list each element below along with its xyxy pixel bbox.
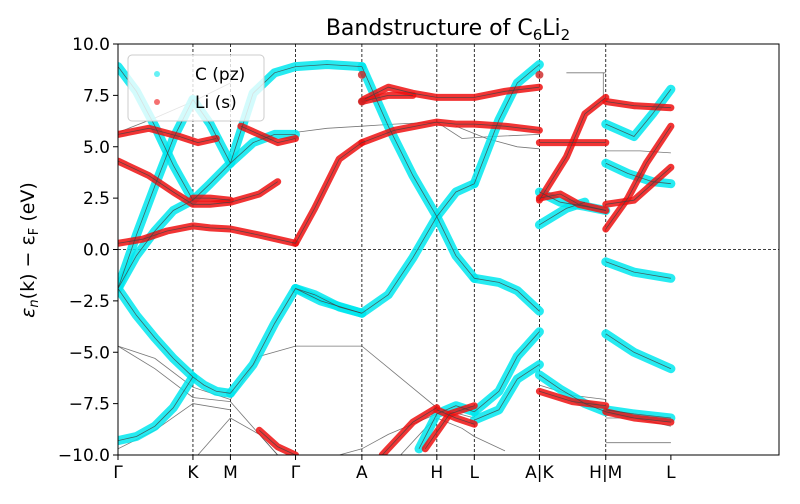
band-core-line <box>605 167 672 205</box>
band-core-line <box>118 160 278 205</box>
y-tick-label: 7.5 <box>83 86 110 106</box>
band-core-line <box>539 97 607 201</box>
x-tick-label: K <box>187 463 199 483</box>
band-core-line <box>192 197 231 201</box>
legend-li-s-marker <box>154 99 160 105</box>
band-core-line <box>295 288 363 314</box>
y-axis-label: εn(k) − εF (eV) <box>17 182 42 318</box>
band-core-line <box>259 430 296 455</box>
band-core-line <box>361 66 438 217</box>
chart-title: Bandstructure of C6Li2 <box>326 16 570 44</box>
plot-area: −10.0 −7.5 −5.0 −2.5 0.0 2.5 5.0 7.5 10.0 Γ K M Γ A H L… <box>58 35 780 483</box>
band-core-line <box>118 288 194 378</box>
band-core-line <box>474 331 540 413</box>
band-core-line <box>605 88 672 137</box>
band-core-line <box>605 411 671 423</box>
band-core-line <box>363 86 540 100</box>
y-tick-label: 0.0 <box>83 241 110 261</box>
li-s-marker <box>535 70 544 79</box>
band-core-line <box>295 142 363 244</box>
thin-band-line <box>455 125 540 150</box>
band-core-line <box>118 225 296 244</box>
band-core-line <box>605 125 672 230</box>
y-tick-label: −10.0 <box>58 446 110 466</box>
x-tick-label: H|M <box>589 463 622 483</box>
band-core-line <box>605 409 671 419</box>
x-tick-label: Γ <box>113 463 123 483</box>
band-core-line <box>474 364 540 421</box>
li-s-marker <box>357 70 366 79</box>
band-core-line <box>240 125 296 144</box>
band-core-line <box>436 409 475 425</box>
band-core-line <box>539 374 606 413</box>
band-core-line <box>539 390 606 407</box>
band-core-line <box>381 407 438 455</box>
band-core-line <box>118 99 194 289</box>
band-core-line <box>230 134 296 164</box>
legend-box <box>127 54 265 122</box>
band-core-line <box>192 162 231 201</box>
band-core-line <box>605 333 672 370</box>
band-core-line <box>605 162 671 185</box>
band-core-line <box>605 101 671 109</box>
band-core-line <box>361 121 540 143</box>
x-tick-label: A|K <box>525 463 554 483</box>
thin-band-line <box>605 150 671 154</box>
y-tick-label: −7.5 <box>69 395 110 415</box>
legend: C (pz) Li (s) <box>127 54 265 122</box>
x-tick-label: M <box>223 463 238 483</box>
band-core-line <box>118 199 194 289</box>
x-tick-label: Γ <box>291 463 301 483</box>
band-core-line <box>473 64 540 184</box>
thin-band-line <box>197 417 278 455</box>
band-core-line <box>361 216 438 314</box>
band-core-line <box>192 376 231 394</box>
thin-band-line <box>118 345 475 419</box>
thin-band-line <box>400 417 506 455</box>
band-core-line <box>118 376 194 441</box>
band-core-line <box>474 277 540 312</box>
band-core-line <box>436 216 475 279</box>
band-core-line <box>436 183 475 217</box>
y-tick-label: −2.5 <box>69 292 110 312</box>
band-core-line <box>118 127 217 144</box>
plot-clipped-group <box>118 44 779 455</box>
li-s-marker <box>357 97 366 106</box>
band-core-line <box>361 95 413 102</box>
band-core-line <box>230 288 296 394</box>
y-tick-label: 10.0 <box>72 35 110 55</box>
x-tick-label: L <box>666 463 676 483</box>
y-tick-label: 2.5 <box>83 189 110 209</box>
y-tick-label: −5.0 <box>69 343 110 363</box>
band-core-line <box>539 193 606 211</box>
band-core-line <box>605 261 671 279</box>
x-tick-label: A <box>356 463 368 483</box>
x-tick-label: H <box>430 463 443 483</box>
legend-c-pz-marker <box>154 71 160 77</box>
y-tick-label: 5.0 <box>83 138 110 158</box>
legend-label: C (pz) <box>195 65 245 85</box>
band-core-line <box>424 405 475 450</box>
x-tick-label: L <box>470 463 480 483</box>
legend-label: Li (s) <box>195 93 237 113</box>
